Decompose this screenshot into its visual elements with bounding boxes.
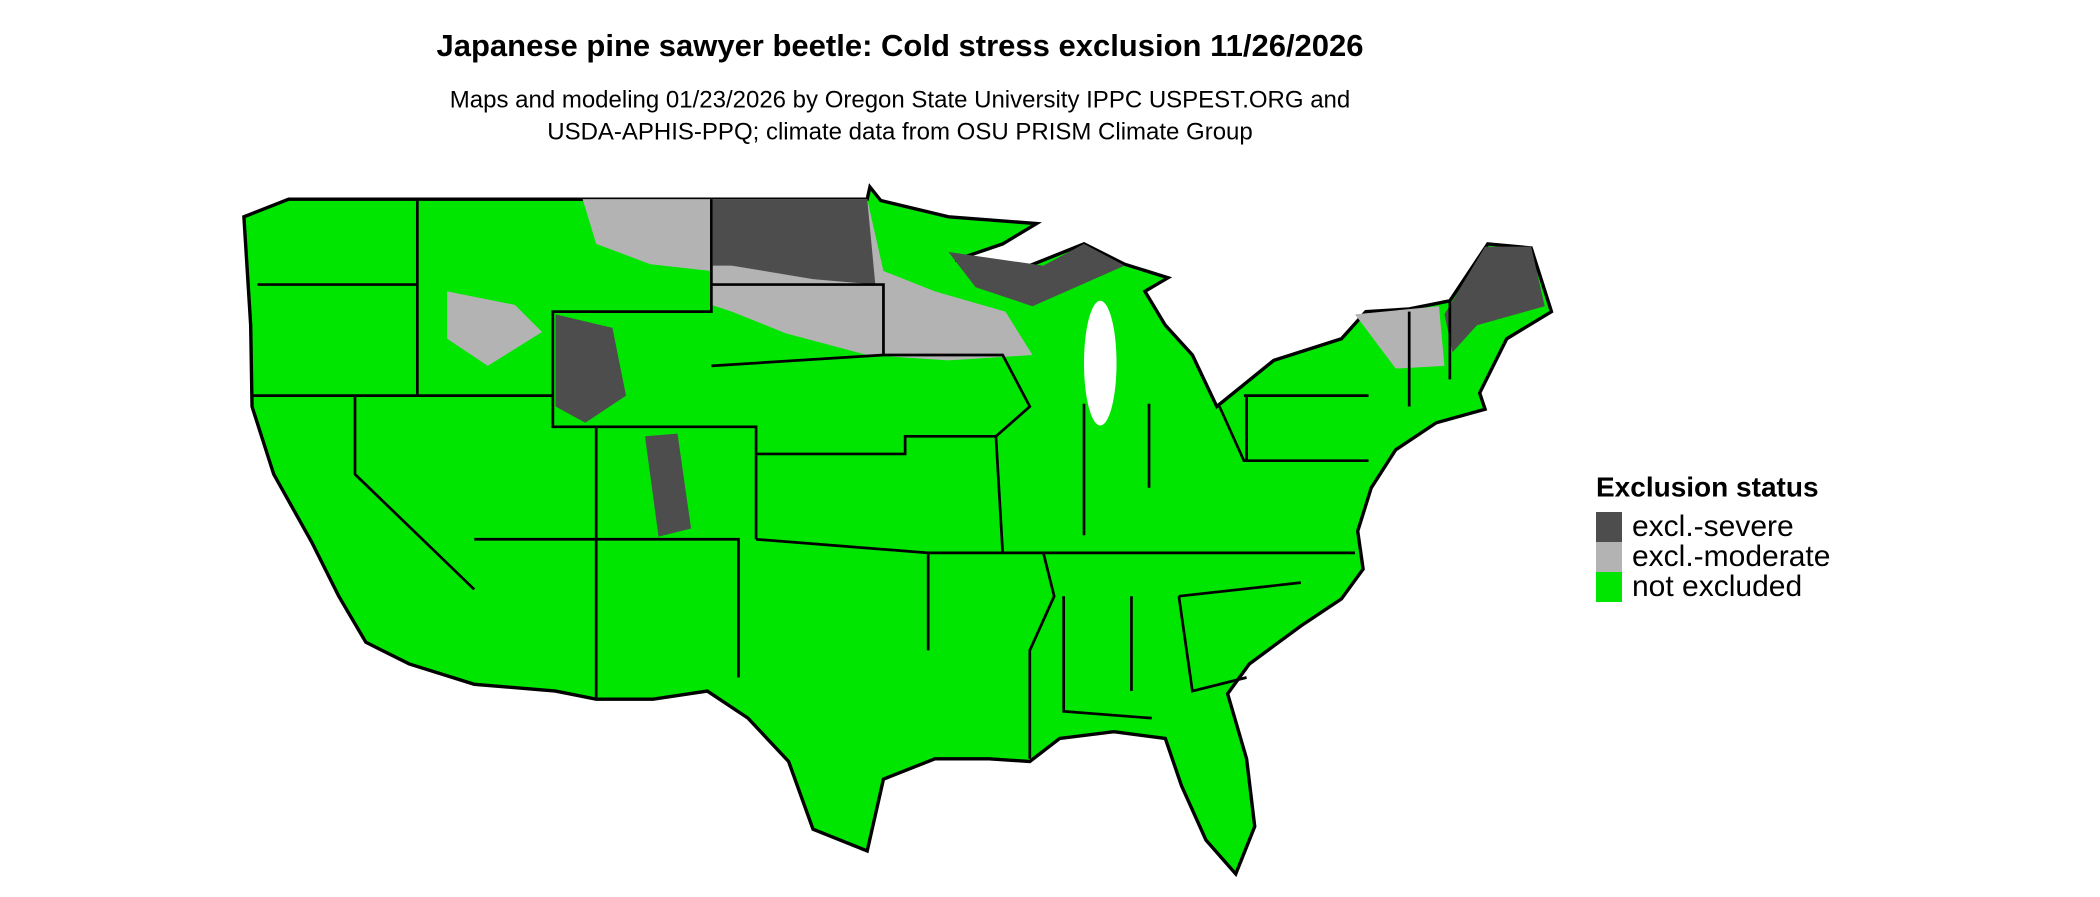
- excl-severe-area: [948, 243, 1125, 307]
- subtitle: Maps and modeling 01/23/2026 by Oregon S…: [450, 86, 1350, 113]
- excl-severe-area: [644, 433, 692, 537]
- state-borders: [252, 199, 1452, 759]
- excl-severe-area: [712, 199, 876, 285]
- excl-moderate-area: [582, 199, 1033, 361]
- us-map: [242, 183, 1554, 878]
- lake: [1084, 300, 1117, 426]
- title: Japanese pine sawyer beetle: Cold stress…: [436, 28, 1363, 63]
- legend-swatch: [1596, 542, 1622, 572]
- excl-severe-area: [555, 314, 627, 423]
- subtitle: USDA-APHIS-PPQ; climate data from OSU PR…: [547, 118, 1253, 145]
- legend-title: Exclusion status: [1596, 471, 1819, 502]
- legend-label: excl.-moderate: [1632, 540, 1830, 573]
- excl-severe-area: [1444, 246, 1545, 353]
- excl-moderate-area: [1355, 306, 1445, 369]
- excl-moderate-area: [447, 291, 542, 366]
- legend-label: excl.-severe: [1632, 510, 1794, 543]
- legend-swatch: [1596, 512, 1622, 542]
- legend-swatch: [1596, 572, 1622, 602]
- legend-label: not excluded: [1632, 570, 1802, 603]
